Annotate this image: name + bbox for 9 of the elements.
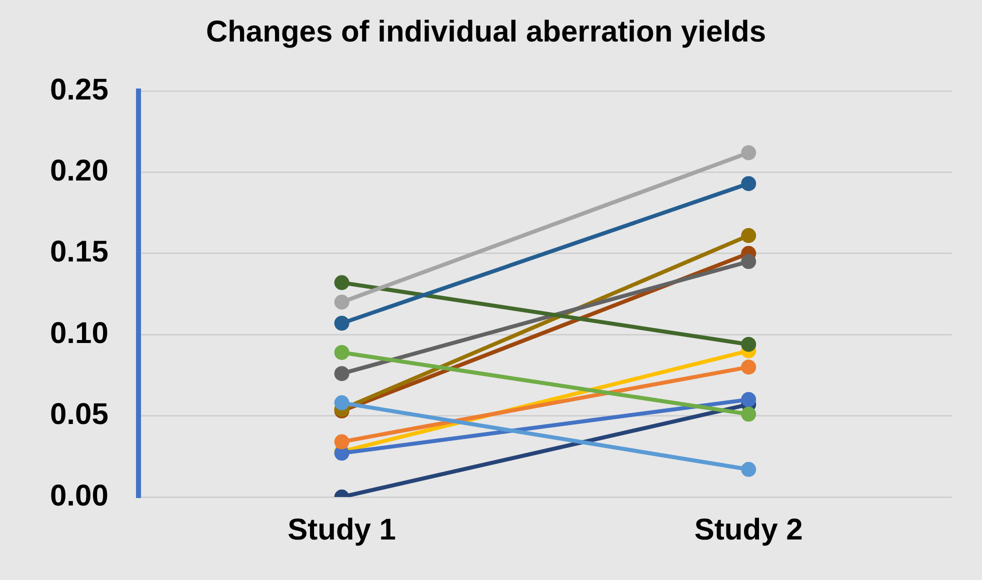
chart-title: Changes of individual aberration yields: [206, 15, 766, 48]
y-tick-label: 0.05: [50, 398, 108, 432]
y-tick-label: 0.00: [50, 479, 108, 512]
x-tick-label: Study 1: [288, 513, 396, 546]
x-tick-label: Study 2: [694, 513, 803, 546]
y-tick-label: 0.25: [50, 73, 108, 106]
y-tick-label: 0.20: [50, 154, 108, 188]
y-tick-label: 0.10: [50, 316, 108, 350]
y-tick-label: 0.15: [50, 236, 108, 269]
